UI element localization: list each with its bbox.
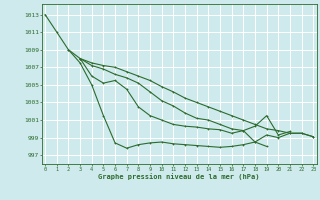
X-axis label: Graphe pression niveau de la mer (hPa): Graphe pression niveau de la mer (hPa) [99, 173, 260, 180]
